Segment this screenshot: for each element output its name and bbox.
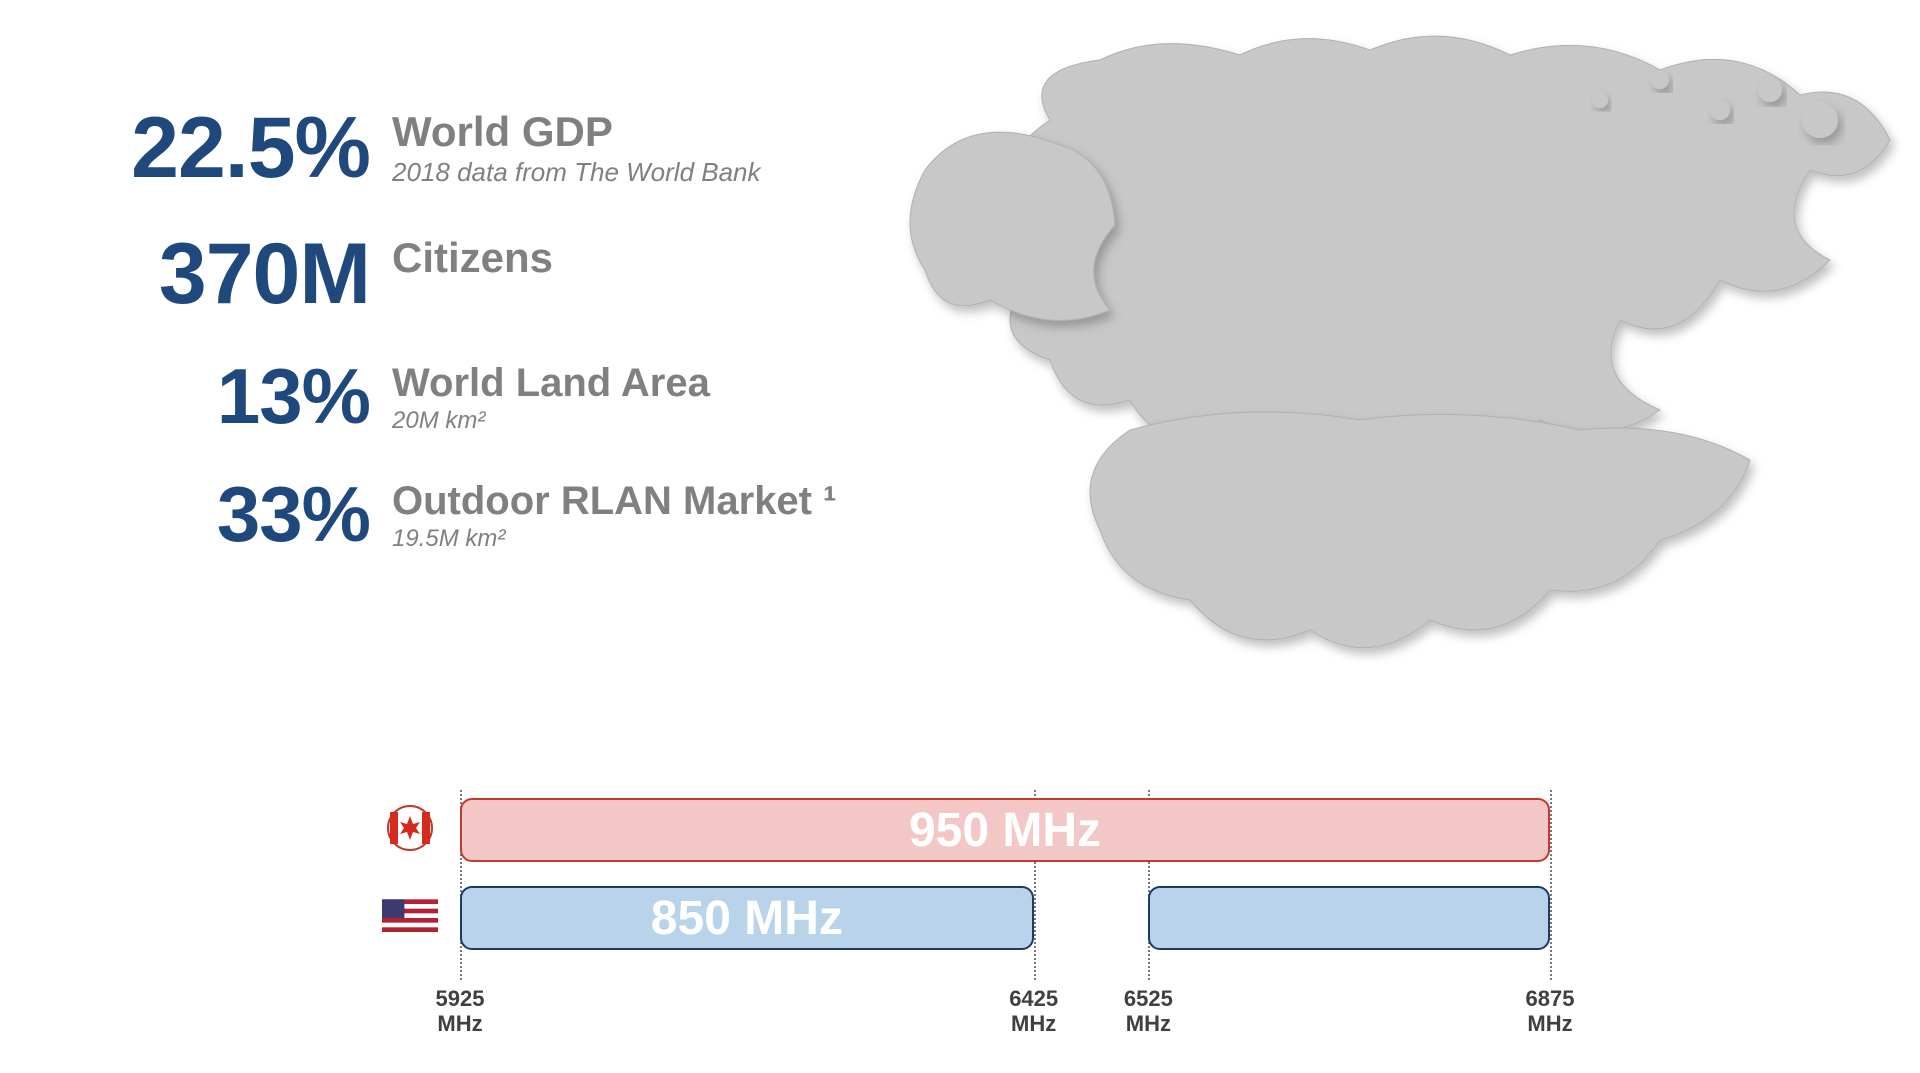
spectrum-bar: 950 MHz (460, 798, 1550, 862)
axis-tick-label: 6425MHz (1009, 986, 1058, 1037)
stat-sub: 19.5M km² (392, 525, 836, 553)
stat-sub: 2018 data from The World Bank (392, 157, 761, 188)
stat-label: Outdoor RLAN Market ¹ (392, 479, 836, 523)
stat-value: 22.5% (40, 105, 370, 191)
stat-row-rlan: 33% Outdoor RLAN Market ¹ 19.5M km² (40, 475, 860, 553)
canada-flag-icon (380, 806, 440, 850)
spectrum-chart: 5925MHz 6425MHz 6525MHz 6875MHz 950 MHz 850 M… (350, 790, 1580, 1050)
stat-label: World Land Area (392, 361, 710, 405)
axis-tick-label: 6525MHz (1124, 986, 1173, 1037)
stat-sub: 20M km² (392, 407, 710, 435)
stat-row-citizens: 370M Citizens (40, 231, 860, 317)
spectrum-bar-label: 850 MHz (651, 891, 843, 946)
gridline (1550, 790, 1552, 980)
stat-row-land: 13% World Land Area 20M km² (40, 357, 860, 435)
stat-label: Citizens (392, 235, 553, 281)
north-america-map-icon (900, 0, 1920, 700)
axis-tick-label: 6875MHz (1526, 986, 1575, 1037)
spectrum-bar: 850 MHz (460, 886, 1034, 950)
stat-value: 33% (40, 475, 370, 553)
stats-block: 22.5% World GDP 2018 data from The World… (40, 105, 860, 593)
stat-row-gdp: 22.5% World GDP 2018 data from The World… (40, 105, 860, 191)
axis-tick-label: 5925MHz (436, 986, 485, 1037)
spectrum-bar-label: 950 MHz (909, 803, 1101, 858)
stat-value: 370M (40, 231, 370, 317)
stat-value: 13% (40, 357, 370, 435)
spectrum-bar (1148, 886, 1550, 950)
stat-label: World GDP (392, 109, 761, 155)
usa-flag-icon (380, 896, 440, 940)
